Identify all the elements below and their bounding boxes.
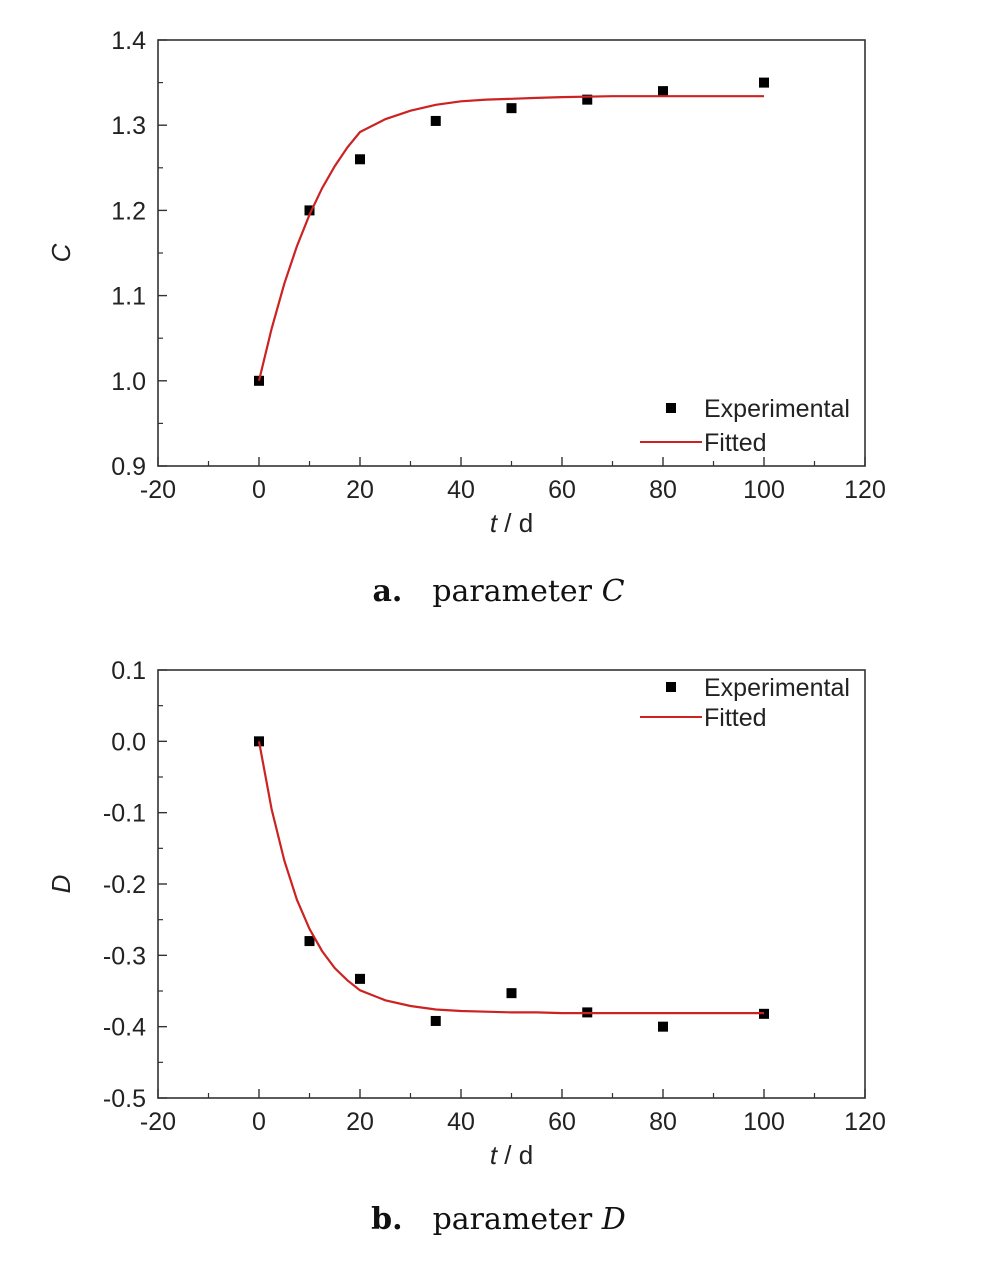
chart-d-experimental-point xyxy=(355,973,365,984)
chart-c-x-tick-label: 40 xyxy=(447,476,475,504)
chart-d-y-tick-label: 0.1 xyxy=(111,657,146,685)
chart-d-experimental-point xyxy=(506,988,517,999)
chart-c-experimental-point xyxy=(304,205,315,216)
caption-d: b. parameter D xyxy=(0,1202,997,1237)
chart-c-fitted-line xyxy=(257,95,764,382)
chart-d-x-tick-label: 0 xyxy=(252,1108,266,1136)
chart-d-y-tick-label: -0.1 xyxy=(103,800,146,828)
chart-c-x-tick-label: 0 xyxy=(252,476,266,504)
caption-c: a. parameter C xyxy=(0,574,997,609)
chart-c-y-tick-label: 1.2 xyxy=(111,197,146,225)
chart-d-plot: -20 0 20 40 60 80 100 120 -0.5 -0.4 -0.3 -0.2 -0.1 0.… xyxy=(46,657,886,1170)
chart-d-y-tick-label: -0.2 xyxy=(103,871,146,899)
chart-d-y-tick-label: -0.4 xyxy=(103,1014,146,1042)
chart-c-experimental-point xyxy=(759,77,769,88)
chart-c-x-tick-label: 20 xyxy=(346,476,374,504)
chart-c-legend-label: Experimental xyxy=(704,395,850,423)
chart-c-legend-marker-experimental xyxy=(666,403,676,413)
chart-d-experimental-point xyxy=(658,1021,668,1032)
chart-d-x-tick-label: 120 xyxy=(844,1108,886,1136)
chart-d-legend-label: Experimental xyxy=(704,674,850,702)
chart-d-legend-label: Fitted xyxy=(704,704,767,732)
chart-d-x-tick-label: 100 xyxy=(743,1108,785,1136)
chart-c-experimental-point xyxy=(430,115,441,126)
caption-c-text: parameter xyxy=(432,574,593,609)
chart-d-plot-frame xyxy=(157,669,866,1099)
chart-c-y-tick-label: 1.3 xyxy=(111,112,146,140)
chart-c-legend-label: Fitted xyxy=(704,429,767,457)
chart-d-y-tick-label: -0.3 xyxy=(103,942,146,970)
chart-c-y-tick-label: 0.9 xyxy=(111,453,146,481)
caption-d-text: parameter xyxy=(432,1202,593,1237)
chart-d-experimental-point xyxy=(430,1015,441,1026)
chart-d-x-tick-label: -20 xyxy=(140,1108,176,1136)
chart-c-x-tick-label: 60 xyxy=(548,476,576,504)
chart-c-experimental-point xyxy=(355,154,365,165)
chart-c-x-tick-label: -20 xyxy=(140,476,176,504)
chart-c-x-tick-label: 80 xyxy=(649,476,677,504)
chart-d-experimental-point xyxy=(304,936,315,947)
chart-c-y-tick-label: 1.0 xyxy=(111,368,146,396)
chart-c-y-axis-title: C xyxy=(46,243,76,262)
chart-d-x-tick-label: 80 xyxy=(649,1108,677,1136)
chart-d-x-tick-label: 40 xyxy=(447,1108,475,1136)
chart-d-y-axis-title: D xyxy=(46,875,76,894)
chart-panel-d: -20 0 20 40 60 80 100 120 -0.5 -0.4 -0.3 -0.2 -0.1 0.… xyxy=(0,632,997,1262)
chart-d-y-tick-label: 0.0 xyxy=(111,728,146,756)
chart-c-experimental-point xyxy=(506,103,517,114)
chart-c-x-axis-title: t / d xyxy=(490,508,533,538)
caption-d-letter: b. xyxy=(371,1202,403,1237)
chart-d-y-tick-label: -0.5 xyxy=(103,1085,146,1113)
chart-d-x-tick-label: 60 xyxy=(548,1108,576,1136)
chart-c-plot: -20 0 20 40 60 80 100 120 0.9 1.0 1.1 1.2 1.3 1.4 t / … xyxy=(46,27,886,538)
chart-c-x-tick-label: 120 xyxy=(844,476,886,504)
chart-c-experimental-point xyxy=(658,86,668,97)
chart-c-y-tick-label: 1.4 xyxy=(111,27,146,55)
chart-c-y-tick-label: 1.1 xyxy=(111,283,146,311)
chart-d-x-tick-label: 20 xyxy=(346,1108,374,1136)
chart-c-experimental-point xyxy=(582,94,593,105)
caption-c-var: C xyxy=(601,574,625,609)
caption-c-letter: a. xyxy=(372,574,403,609)
chart-c-x-tick-label: 100 xyxy=(743,476,785,504)
chart-panel-c: -20 0 20 40 60 80 100 120 0.9 1.0 1.1 1.2 1.3 1.4 t / … xyxy=(0,0,997,630)
chart-d-legend-marker-experimental xyxy=(666,682,676,692)
caption-d-var: D xyxy=(601,1202,626,1237)
chart-d-fitted-line xyxy=(257,741,764,1015)
chart-d-x-axis-title: t / d xyxy=(490,1140,533,1170)
